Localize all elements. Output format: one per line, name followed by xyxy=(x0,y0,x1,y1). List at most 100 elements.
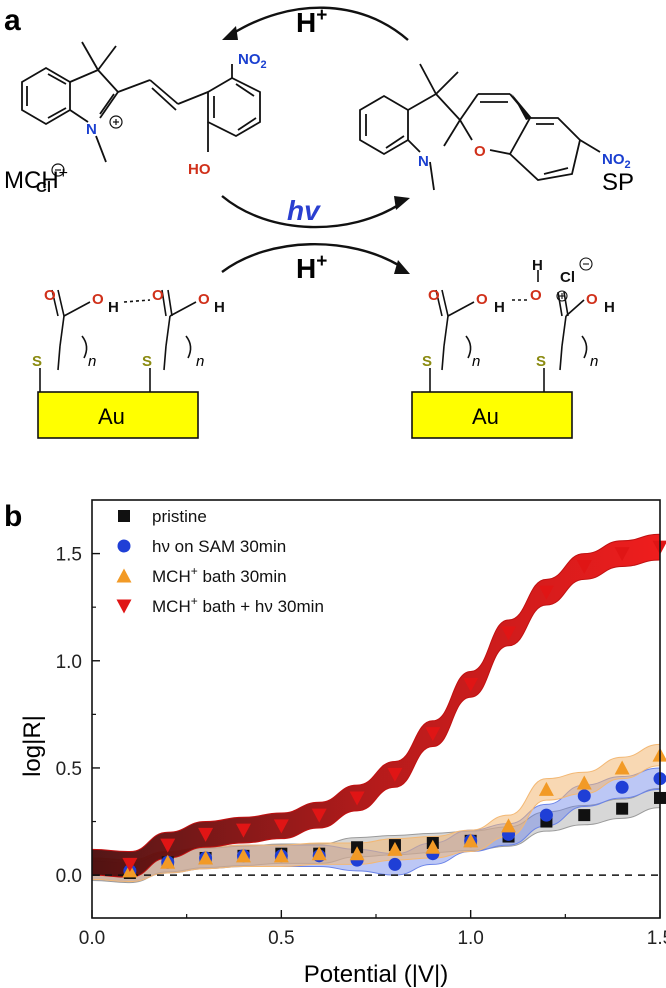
point-series-0 xyxy=(578,809,591,822)
legend-label-2: MCH+ bath 30min xyxy=(152,564,287,586)
n-subscript: n xyxy=(472,353,480,370)
point-series-2 xyxy=(463,833,479,848)
x-tick-label: 0.0 xyxy=(79,928,105,949)
point-series-3 xyxy=(614,547,630,562)
point-series-3 xyxy=(463,677,479,692)
sp-label: SP xyxy=(602,169,634,196)
s-atom: S xyxy=(142,353,152,370)
sp-wedge xyxy=(512,94,532,120)
hv-arrow-head xyxy=(394,196,410,210)
point-series-2 xyxy=(538,781,554,796)
o-atom: O xyxy=(92,291,104,308)
h-atom: H xyxy=(214,299,225,316)
y-tick-label: 1.5 xyxy=(56,545,82,566)
point-series-2 xyxy=(349,846,365,861)
point-series-0 xyxy=(616,802,629,815)
point-series-3 xyxy=(235,823,251,838)
cl-atom-right: Cl xyxy=(560,269,575,286)
y-axis-label: log|R| xyxy=(19,715,46,777)
au-label-left: Au xyxy=(98,404,125,429)
chart-legend: pristine hν on SAM 30min MCH+ bath 30min MC… xyxy=(116,507,324,616)
legend-marker-3 xyxy=(116,599,132,614)
au-label-right: Au xyxy=(472,404,499,429)
o-atom: O xyxy=(586,291,598,308)
n-sp-atom: N xyxy=(418,153,429,170)
point-series-3 xyxy=(425,727,441,742)
x-tick-label: 1.0 xyxy=(457,928,483,949)
o-atom: O xyxy=(152,287,164,304)
bottom-arrow-head xyxy=(394,260,410,274)
top-protonation-arrow xyxy=(231,6,409,41)
n-subscript: n xyxy=(196,353,204,370)
o-atom: O xyxy=(476,291,488,308)
point-series-2 xyxy=(235,848,251,863)
bottom-protonation-arrow xyxy=(221,243,401,273)
point-series-1 xyxy=(388,857,402,871)
legend-label-3: MCH+ bath + hν 30min xyxy=(152,594,324,616)
legend-marker-2 xyxy=(116,568,132,583)
sp-molecule xyxy=(359,63,601,191)
h-atom: H xyxy=(604,299,615,316)
y-tick-label: 0.0 xyxy=(56,866,82,887)
no2-left: NO2 xyxy=(238,51,267,71)
ho-atom: HO xyxy=(188,161,211,178)
point-series-3 xyxy=(387,767,403,782)
panel-label-b: b xyxy=(4,500,22,533)
point-series-1 xyxy=(577,789,591,803)
point-series-2 xyxy=(501,818,517,833)
left-sam xyxy=(39,289,197,392)
point-series-3 xyxy=(198,827,214,842)
top-arrow-label: H+ xyxy=(296,5,327,38)
no2-right: NO2 xyxy=(602,151,631,171)
top-arrow-head xyxy=(222,26,238,40)
point-series-2 xyxy=(425,839,441,854)
n-plus-atom: N xyxy=(86,121,97,138)
h-atom: H xyxy=(532,257,543,274)
n-subscript: n xyxy=(88,353,96,370)
legend-marker-1 xyxy=(117,539,131,553)
point-series-3 xyxy=(349,791,365,806)
panel-label-a: a xyxy=(4,4,21,37)
y-tick-label: 0.5 xyxy=(56,759,82,780)
s-atom: S xyxy=(32,353,42,370)
h-atom: H xyxy=(494,299,505,316)
x-axis-label: Potential (|V|) xyxy=(304,961,449,988)
logr-potential-chart: b 0.0 0.5 1.0 1.5 0.0 0.5 1.0 1.5 pristine hν on… xyxy=(4,499,666,988)
point-series-2 xyxy=(160,854,176,869)
hv-label: hv xyxy=(287,195,321,226)
point-series-2 xyxy=(387,841,403,856)
o-atom: O xyxy=(530,287,542,304)
o-atom: O xyxy=(198,291,210,308)
s-atom: S xyxy=(536,353,546,370)
point-series-2 xyxy=(198,850,214,865)
point-series-1 xyxy=(539,808,553,822)
mch-label: MCH+ xyxy=(4,165,68,194)
right-sam xyxy=(429,257,593,392)
x-tick-label: 1.5 xyxy=(647,928,666,949)
point-series-1 xyxy=(615,780,629,794)
n-subscript: n xyxy=(590,353,598,370)
mch-molecule xyxy=(21,41,261,177)
y-tick-label: 1.0 xyxy=(56,652,82,673)
point-series-3 xyxy=(501,626,517,641)
legend-marker-0 xyxy=(118,510,130,522)
point-series-2 xyxy=(614,760,630,775)
au-substrate-right xyxy=(411,391,573,439)
point-series-2 xyxy=(576,775,592,790)
point-series-3 xyxy=(122,857,138,872)
point-series-2 xyxy=(273,848,289,863)
cl-atom: Cl xyxy=(36,179,51,196)
point-series-3 xyxy=(538,585,554,600)
au-substrate-left xyxy=(37,391,199,439)
point-series-3 xyxy=(273,819,289,834)
legend-label-0: pristine xyxy=(152,507,207,526)
s-atom: S xyxy=(422,353,432,370)
o-atom: O xyxy=(428,287,440,304)
hv-arrow xyxy=(221,195,401,229)
o-sp-atom: O xyxy=(474,143,486,160)
bottom-arrow-label: H+ xyxy=(296,251,327,284)
h-atom: H xyxy=(108,299,119,316)
point-series-3 xyxy=(576,559,592,574)
point-series-3 xyxy=(311,808,327,823)
point-series-2 xyxy=(311,846,327,861)
